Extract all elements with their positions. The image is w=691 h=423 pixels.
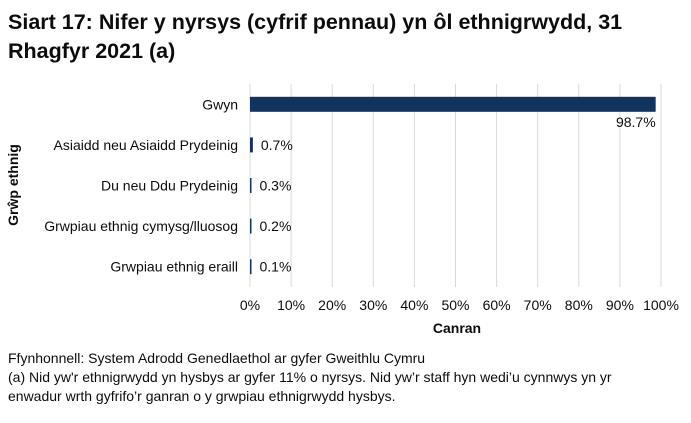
data-label: 0.3% bbox=[260, 178, 292, 194]
category-label: Grwpiau ethnig eraill bbox=[110, 259, 238, 275]
x-tick-labels: 0% 10% 20% 30% 40% 50% 60% 70% 80% 90% 100% bbox=[240, 297, 679, 313]
data-label: 0.2% bbox=[260, 218, 292, 234]
x-tick-label: 90% bbox=[606, 297, 634, 313]
x-tick-label: 40% bbox=[400, 297, 428, 313]
y-axis-label: Grŵp ethnig bbox=[5, 144, 21, 226]
bars bbox=[250, 96, 656, 275]
x-tick-label: 10% bbox=[277, 297, 305, 313]
bar-chart: Gwyn Asiaidd neu Asiaidd Prydeinig Du neu … bbox=[5, 84, 679, 336]
x-tick-label: 60% bbox=[483, 297, 511, 313]
x-tick-label: 20% bbox=[318, 297, 346, 313]
bar bbox=[250, 137, 253, 153]
data-label: 98.7% bbox=[616, 114, 656, 130]
bar bbox=[250, 178, 252, 193]
footnote-line-2: enwadur wrth gyfrifo’r ganran o y grwpia… bbox=[8, 388, 396, 404]
data-label: 0.1% bbox=[260, 259, 292, 275]
category-labels: Gwyn Asiaidd neu Asiaidd Prydeinig Du neu … bbox=[44, 96, 238, 274]
x-tick-label: 30% bbox=[359, 297, 387, 313]
x-tick-label: 0% bbox=[240, 297, 260, 313]
x-tick-label: 70% bbox=[524, 297, 552, 313]
chart-title: Siart 17: Nifer y nyrsys (cyfrif pennau)… bbox=[8, 10, 623, 63]
data-label: 0.7% bbox=[261, 137, 293, 153]
category-label: Asiaidd neu Asiaidd Prydeinig bbox=[54, 137, 238, 153]
gridlines bbox=[249, 84, 662, 287]
footnote-line-1: (a) Nid yw'r ethnigrwydd yn hysbys ar gy… bbox=[8, 369, 612, 385]
category-label: Du neu Ddu Prydeinig bbox=[101, 178, 238, 194]
category-label: Gwyn bbox=[202, 96, 238, 112]
bar bbox=[250, 96, 656, 112]
value-labels: 98.7% 0.7% 0.3% 0.2% 0.1% bbox=[260, 114, 656, 275]
bar bbox=[250, 259, 252, 275]
x-tick-label: 100% bbox=[643, 297, 679, 313]
x-tick-label: 80% bbox=[565, 297, 593, 313]
bar bbox=[250, 218, 252, 234]
source-note: Ffynhonnell: System Adrodd Genedlaethol … bbox=[8, 350, 426, 366]
chart-footer: Ffynhonnell: System Adrodd Genedlaethol … bbox=[8, 349, 684, 406]
x-tick-label: 50% bbox=[441, 297, 469, 313]
category-label: Grwpiau ethnig cymysg/lluosog bbox=[44, 218, 238, 234]
x-axis-label: Canran bbox=[433, 320, 481, 336]
